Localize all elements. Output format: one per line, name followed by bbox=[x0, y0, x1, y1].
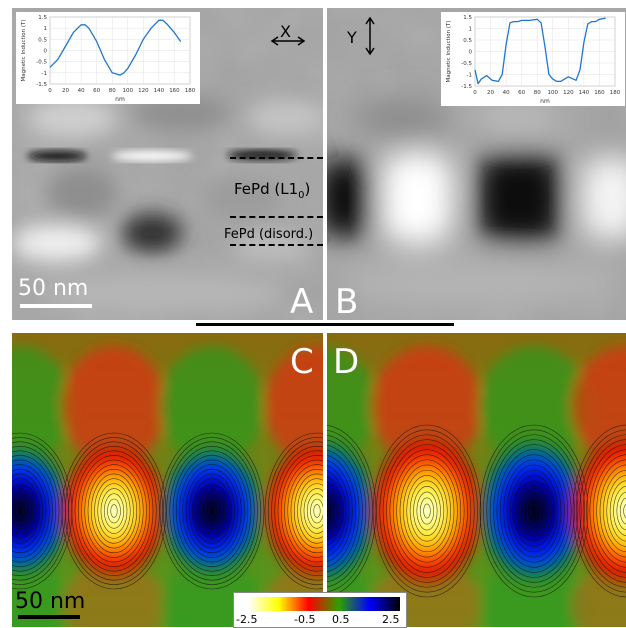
y-axis-label-b: Magnetic Induction (T) bbox=[446, 21, 452, 83]
panel-b-image: 0 20 40 60 80 100 120 140 160 180 1.5 1 0.5 0 -0.5 -1 -1… bbox=[327, 8, 626, 320]
y-tick-label-b-1: 1 bbox=[469, 27, 473, 33]
x-tick-label-b-5: 100 bbox=[548, 90, 559, 96]
layer-label-disordered: FePd (disord.) bbox=[224, 227, 313, 242]
x-tick-label-a-0: 0 bbox=[48, 88, 52, 94]
y-axis-label-a: Magnetic Induction (T) bbox=[21, 20, 27, 82]
series-line-b-0 bbox=[475, 18, 606, 84]
x-tick-label-b-9: 180 bbox=[610, 90, 621, 96]
scalebar-label-bottom: 50 nm bbox=[15, 589, 85, 614]
y-tick-label-b-2: 0.5 bbox=[463, 38, 472, 44]
x-tick-label-a-2: 40 bbox=[78, 88, 85, 94]
x-tick-label-a-7: 140 bbox=[154, 88, 165, 94]
series-line-a-0 bbox=[50, 20, 181, 75]
y-tick-label-b-6: -1.5 bbox=[461, 84, 472, 90]
double-arrow-vertical-icon bbox=[365, 16, 375, 56]
panel-c-image: C 50 nm bbox=[12, 333, 323, 627]
x-tick-label-b-4: 80 bbox=[534, 90, 541, 96]
y-tick-label-a-6: -1.5 bbox=[36, 82, 47, 88]
x-axis-label-a: nm bbox=[115, 96, 125, 103]
x-tick-label-b-7: 140 bbox=[579, 90, 590, 96]
horizontal-separator bbox=[196, 323, 454, 326]
x-tick-label-b-2: 40 bbox=[503, 90, 510, 96]
y-tick-label-b-0: 1.5 bbox=[463, 15, 472, 21]
colorbar-tick-3: 2.5 bbox=[382, 613, 400, 626]
x-tick-label-b-8: 160 bbox=[594, 90, 605, 96]
x-tick-label-b-6: 120 bbox=[563, 90, 574, 96]
line-chart-a: 0 20 40 60 80 100 120 140 160 180 1.5 1 0.5 0 -0.5 -1 -1… bbox=[16, 12, 200, 104]
x-tick-label-a-4: 80 bbox=[109, 88, 116, 94]
colorbar-tick-2: 0.5 bbox=[332, 613, 350, 626]
x-tick-label-a-3: 60 bbox=[93, 88, 100, 94]
axis-y-label: Y bbox=[347, 28, 357, 47]
x-tick-label-a-6: 120 bbox=[138, 88, 149, 94]
colorbar-tick-0: -2.5 bbox=[236, 613, 257, 626]
x-tick-label-a-9: 180 bbox=[185, 88, 196, 94]
panel-letter-b: B bbox=[335, 285, 358, 319]
y-tick-label-a-2: 0.5 bbox=[38, 37, 47, 43]
panel-d-image: D bbox=[327, 333, 626, 627]
vertical-divider-top bbox=[323, 8, 327, 320]
y-tick-label-b-5: -1 bbox=[467, 73, 472, 79]
y-tick-label-a-3: 0 bbox=[44, 49, 48, 55]
x-tick-label-a-1: 20 bbox=[62, 88, 69, 94]
x-tick-label-b-3: 60 bbox=[518, 90, 525, 96]
panel-letter-a: A bbox=[290, 285, 313, 319]
x-tick-label-b-0: 0 bbox=[473, 90, 477, 96]
x-tick-label-b-1: 20 bbox=[487, 90, 494, 96]
scalebar-top bbox=[20, 304, 92, 308]
panel-a-image: 0 20 40 60 80 100 120 140 160 180 1.5 1 0.5 0 -0.5 -1 -1… bbox=[12, 8, 323, 320]
layer-label-l10: FePd (L10) bbox=[234, 180, 310, 201]
double-arrow-horizontal-icon bbox=[270, 36, 306, 46]
y-tick-label-b-4: -0.5 bbox=[461, 61, 472, 67]
inset-plot-b: 0 20 40 60 80 100 120 140 160 180 1.5 1 0.5 0 -0.5 -1 -1… bbox=[441, 12, 625, 106]
scalebar-label-top: 50 nm bbox=[18, 276, 88, 301]
panel-letter-c: C bbox=[290, 345, 314, 379]
colorbar-gradient bbox=[248, 597, 400, 611]
x-axis-label-b: nm bbox=[540, 98, 550, 105]
y-tick-label-a-5: -1 bbox=[42, 71, 47, 77]
panel-letter-d: D bbox=[333, 345, 359, 379]
vertical-divider-bottom bbox=[323, 333, 327, 627]
y-tick-label-b-3: 0 bbox=[469, 50, 473, 56]
colorbar: -2.5 -0.5 0.5 2.5 bbox=[233, 592, 407, 628]
y-tick-label-a-1: 1 bbox=[44, 26, 48, 32]
layer-boundary-middle bbox=[230, 216, 323, 218]
line-chart-b: 0 20 40 60 80 100 120 140 160 180 1.5 1 0.5 0 -0.5 -1 -1… bbox=[441, 12, 625, 106]
x-tick-label-a-5: 100 bbox=[123, 88, 134, 94]
y-tick-label-a-0: 1.5 bbox=[38, 15, 47, 21]
colorbar-tick-1: -0.5 bbox=[294, 613, 315, 626]
y-tick-label-a-4: -0.5 bbox=[36, 60, 47, 66]
scalebar-bottom bbox=[18, 615, 80, 619]
x-tick-label-a-8: 160 bbox=[169, 88, 180, 94]
layer-boundary-top bbox=[230, 157, 323, 159]
layer-boundary-bottom bbox=[230, 244, 323, 246]
inset-plot-a: 0 20 40 60 80 100 120 140 160 180 1.5 1 0.5 0 -0.5 -1 -1… bbox=[16, 12, 200, 104]
